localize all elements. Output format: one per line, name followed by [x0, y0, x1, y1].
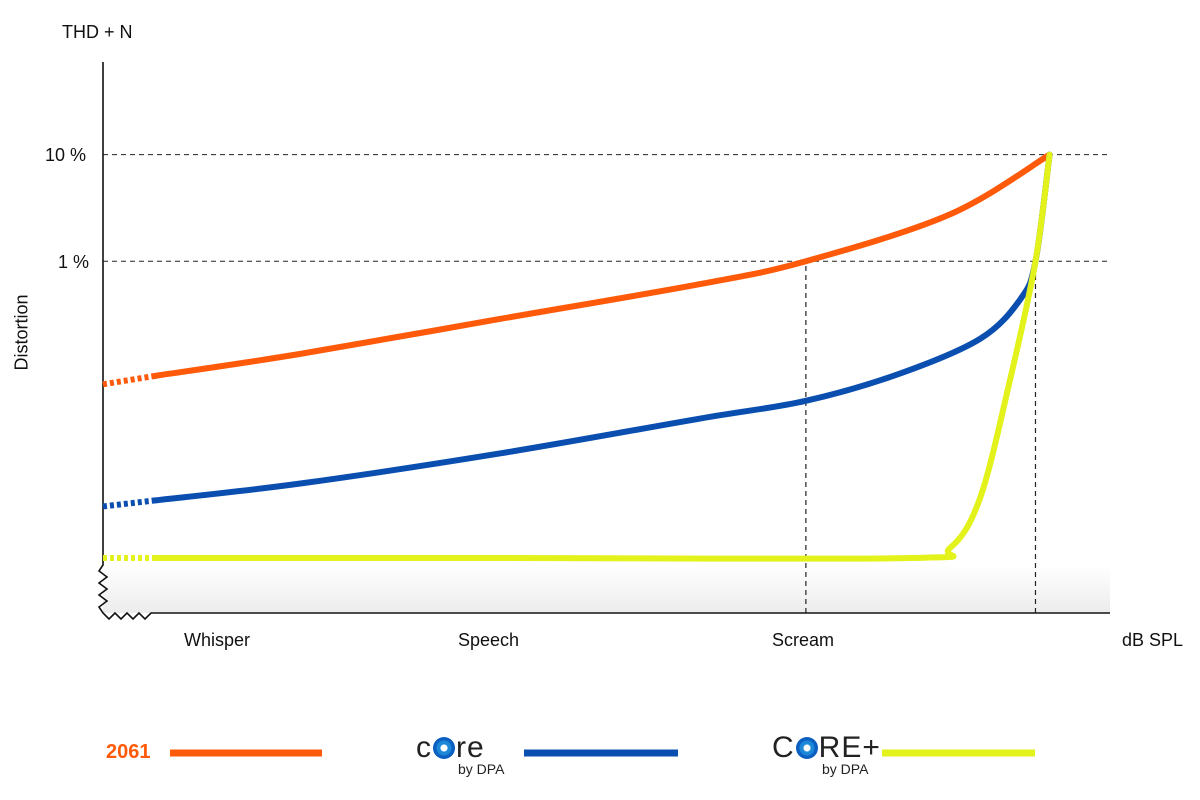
- y-tick-1: 1 %: [58, 252, 90, 272]
- y-tick-10: 10 %: [45, 145, 87, 165]
- x-tick-whisper: Whisper: [184, 630, 251, 650]
- legend-label-2061: 2061: [106, 741, 151, 763]
- y-axis-label: Distortion: [11, 294, 32, 371]
- series-line-1: [152, 151, 1053, 504]
- floor-shading: [103, 565, 1110, 613]
- logo-text: C: [772, 731, 795, 764]
- series-dotted-1: [102, 497, 156, 510]
- x-tick-scream: Scream: [772, 630, 835, 650]
- logo-by-dpa: by DPA: [458, 761, 505, 777]
- disc-icon: [795, 737, 818, 759]
- series-dotted-0: [102, 372, 156, 388]
- series-line-2: [152, 151, 1053, 562]
- y-axis-top-label: THD + N: [62, 22, 133, 42]
- axes: [97, 62, 1110, 621]
- series-line-0: [152, 151, 1053, 379]
- disc-icon: [433, 737, 455, 759]
- logo-text: c: [416, 731, 432, 764]
- legend-logo-core-plus: C RE+ by DPA: [772, 731, 881, 778]
- logo-text: RE+: [818, 731, 881, 764]
- x-tick-speech: Speech: [458, 630, 520, 650]
- legend-logo-core: c re by DPA: [416, 731, 504, 778]
- logo-text: re: [456, 731, 485, 764]
- x-axis-label: dB SPL: [1122, 630, 1184, 650]
- logo-by-dpa: by DPA: [822, 761, 869, 777]
